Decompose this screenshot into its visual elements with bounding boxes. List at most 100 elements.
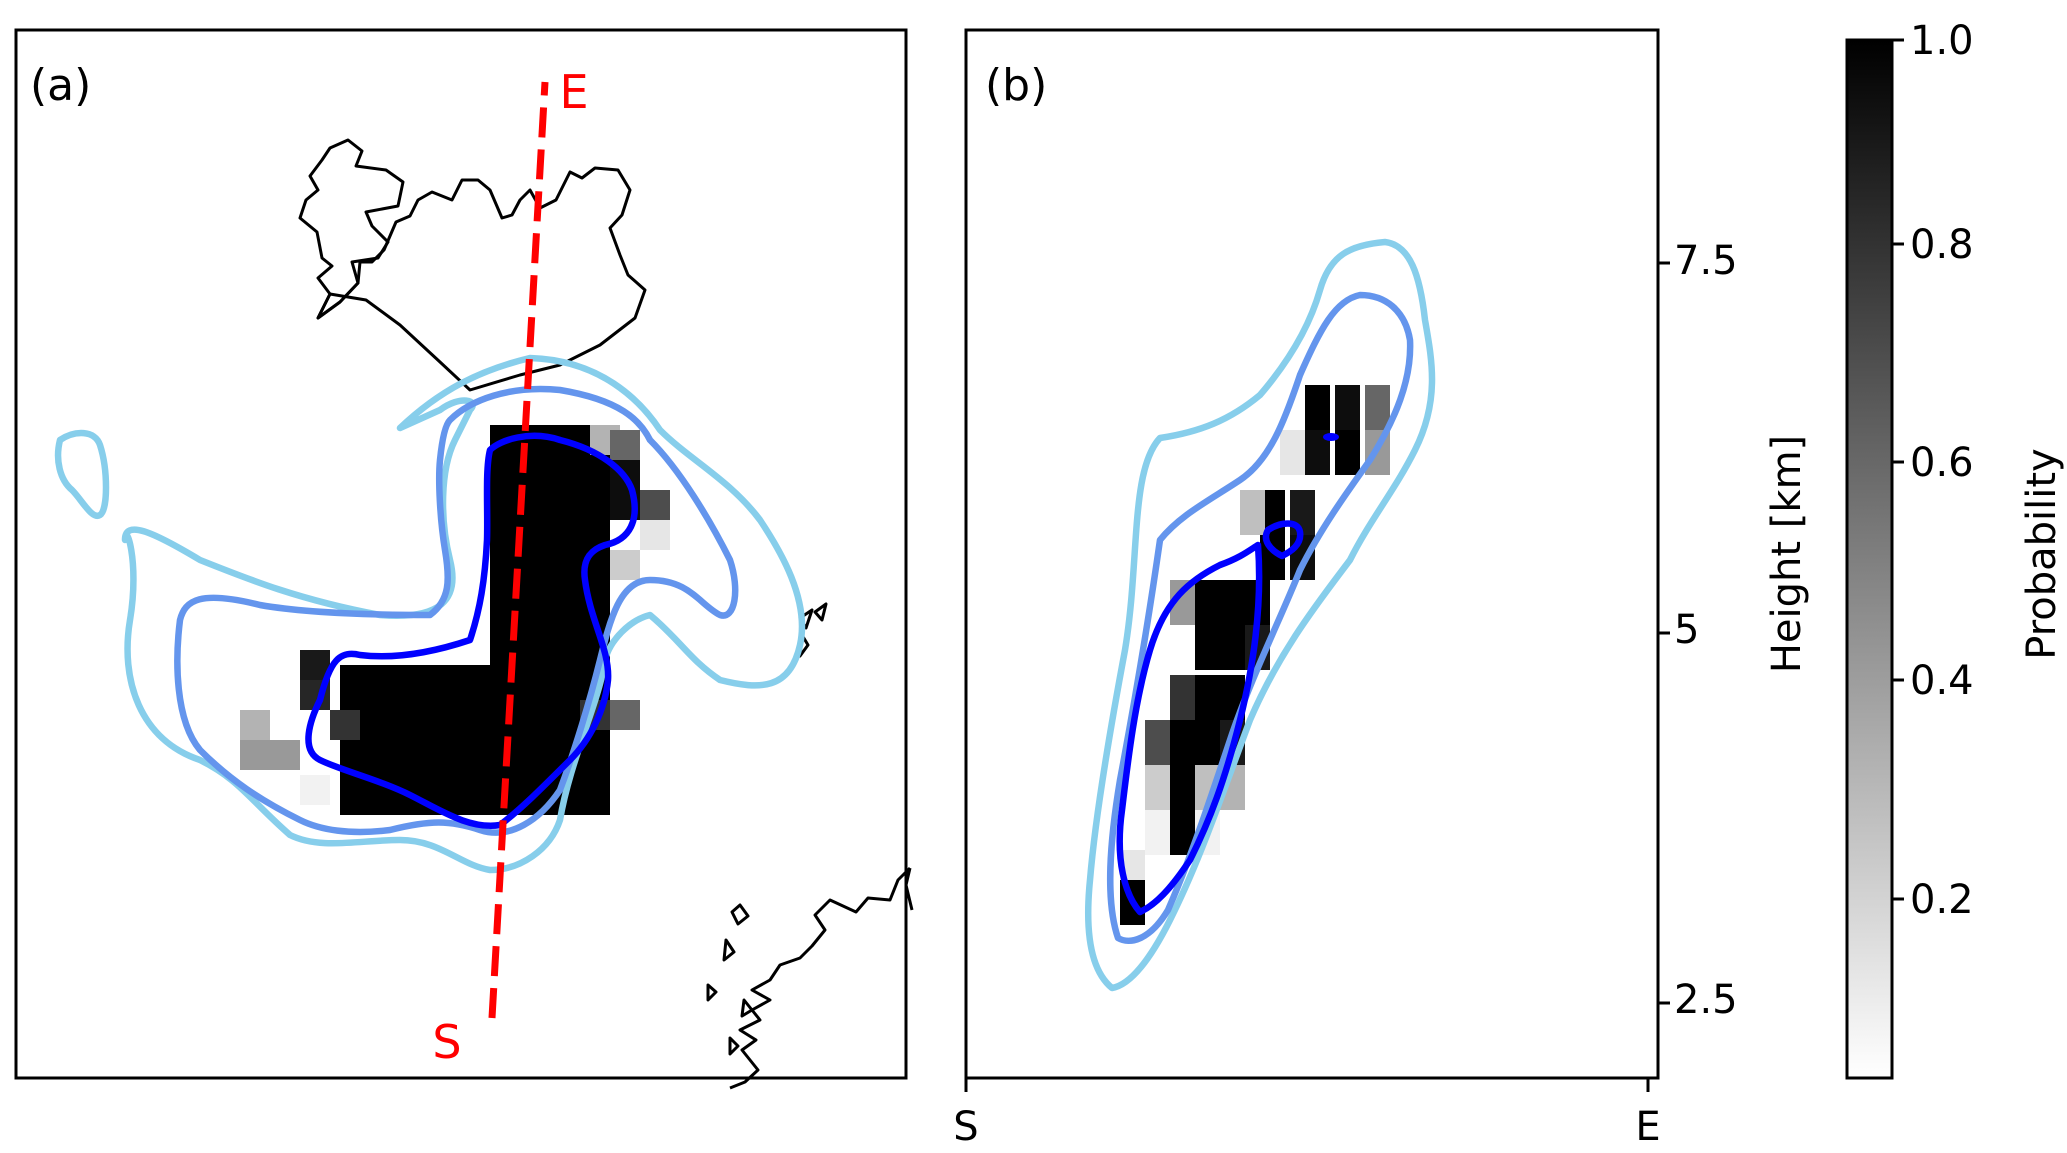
y-tick-label: 7.5 bbox=[1674, 238, 1738, 284]
heatmap-cell bbox=[460, 725, 490, 755]
heatmap-cell bbox=[270, 740, 300, 770]
heatmap-cell bbox=[300, 775, 330, 805]
heatmap-cell bbox=[1290, 490, 1315, 535]
colorbar-tick-label: 0.6 bbox=[1910, 440, 1974, 486]
contour-b-inner bbox=[1116, 541, 1263, 916]
heatmap-cell bbox=[1170, 675, 1195, 720]
contour-b-inner-dot bbox=[1323, 433, 1339, 441]
heatmap-cell bbox=[490, 455, 520, 485]
heatmap-cell bbox=[490, 515, 520, 545]
heatmap-cell bbox=[1290, 535, 1315, 580]
heatmap-cell bbox=[460, 785, 490, 815]
heatmap-cell bbox=[550, 515, 580, 545]
heatmap-cell bbox=[610, 700, 640, 730]
y-axis-b: 2.5 5 7.5 Height [km] bbox=[1658, 238, 1810, 1023]
heatmap-cell bbox=[370, 725, 400, 755]
heatmap-cell bbox=[430, 755, 460, 785]
heatmap-cell bbox=[1335, 430, 1360, 475]
panel-a-label: (a) bbox=[30, 60, 91, 111]
heatmap-cell bbox=[1195, 580, 1220, 625]
contour-island bbox=[54, 429, 110, 519]
heatmap-cell bbox=[460, 695, 490, 725]
x-tick-label-s: S bbox=[953, 1104, 978, 1150]
heatmap-cell bbox=[550, 635, 580, 665]
heatmap-cell bbox=[550, 575, 580, 605]
heatmap-cell bbox=[1170, 720, 1195, 765]
colorbar: 0.2 0.4 0.6 0.8 1.0 Probability bbox=[1845, 18, 2065, 1080]
heatmap-cell bbox=[580, 515, 610, 545]
heatmap-cell bbox=[1145, 720, 1170, 765]
heatmap-cell bbox=[1280, 430, 1305, 475]
colorbar-tick-label: 0.8 bbox=[1910, 222, 1974, 268]
contour-b-inner-loop bbox=[1262, 520, 1304, 560]
heatmap-cell bbox=[520, 605, 550, 635]
contour-mid bbox=[174, 385, 739, 836]
heatmap-cell bbox=[610, 430, 640, 460]
heatmap-cell bbox=[580, 485, 610, 515]
contour-b-mid bbox=[1106, 291, 1414, 944]
heatmap-cell bbox=[520, 725, 550, 755]
colorbar-label: Probability bbox=[2019, 448, 2065, 659]
transect-line bbox=[488, 81, 549, 1019]
contours-a bbox=[54, 354, 806, 874]
heatmap-cell bbox=[430, 725, 460, 755]
heatmap-cell bbox=[240, 710, 270, 740]
heatmap-cell bbox=[520, 545, 550, 575]
heatmap-cell bbox=[490, 695, 520, 725]
heatmap-cell bbox=[1145, 810, 1170, 855]
colorbar-frame bbox=[1845, 38, 1894, 1080]
heatmap-cell bbox=[460, 755, 490, 785]
heatmap-a bbox=[240, 425, 670, 815]
heatmap-cell bbox=[580, 785, 610, 815]
heatmap-cell bbox=[490, 485, 520, 515]
hebrides-islands bbox=[706, 903, 754, 1056]
colorbar-tick-label: 0.4 bbox=[1910, 658, 1974, 704]
heatmap-cell bbox=[580, 755, 610, 785]
heatmap-cell bbox=[430, 695, 460, 725]
transect-start-label: S bbox=[432, 1015, 461, 1069]
heatmap-cell bbox=[340, 665, 370, 695]
heatmap-cell bbox=[520, 665, 550, 695]
heatmap-cell bbox=[1365, 385, 1390, 430]
x-tick-label-e: E bbox=[1635, 1104, 1660, 1150]
heatmap-cell bbox=[550, 485, 580, 515]
heatmap-cell bbox=[1195, 625, 1220, 670]
heatmap-cell bbox=[1220, 625, 1245, 670]
heatmap-cell bbox=[550, 605, 580, 635]
heatmap-cell bbox=[640, 490, 670, 520]
heatmap-b bbox=[1120, 385, 1390, 925]
heatmap-cell bbox=[490, 665, 520, 695]
heatmap-cell bbox=[400, 695, 430, 725]
heatmap-cell bbox=[550, 665, 580, 695]
panel-a: S E (a) bbox=[14, 28, 914, 1090]
colorbar-tick-label: 1.0 bbox=[1910, 18, 1974, 64]
heatmap-cell bbox=[330, 710, 360, 740]
heatmap-cell bbox=[460, 665, 490, 695]
heatmap-cell bbox=[520, 755, 550, 785]
panel-b: (b) S E 2.5 5 7.5 Height [km] bbox=[953, 28, 1810, 1150]
heatmap-cell bbox=[340, 785, 370, 815]
heatmap-cell bbox=[1335, 385, 1360, 430]
heatmap-cell bbox=[240, 740, 270, 770]
heatmap-cell bbox=[640, 520, 670, 550]
panel-a-frame bbox=[14, 28, 908, 1080]
scotland-coastline bbox=[729, 866, 914, 1090]
contour-b-outer bbox=[1085, 238, 1436, 992]
heatmap-cell bbox=[520, 575, 550, 605]
heatmap-cell bbox=[1220, 580, 1245, 625]
heatmap-cell bbox=[520, 515, 550, 545]
heatmap-cell bbox=[430, 665, 460, 695]
panel-b-frame bbox=[964, 28, 1660, 1080]
heatmap-cell bbox=[550, 455, 580, 485]
heatmap-cell bbox=[1305, 385, 1330, 430]
heatmap-cell bbox=[1240, 490, 1265, 535]
heatmap-cell bbox=[370, 665, 400, 695]
panel-b-label: (b) bbox=[985, 60, 1047, 111]
heatmap-cell bbox=[400, 665, 430, 695]
heatmap-cell bbox=[550, 695, 580, 725]
contours-b bbox=[1085, 238, 1436, 992]
heatmap-cell bbox=[1145, 765, 1170, 810]
heatmap-cell bbox=[1170, 765, 1195, 810]
heatmap-cell bbox=[550, 545, 580, 575]
